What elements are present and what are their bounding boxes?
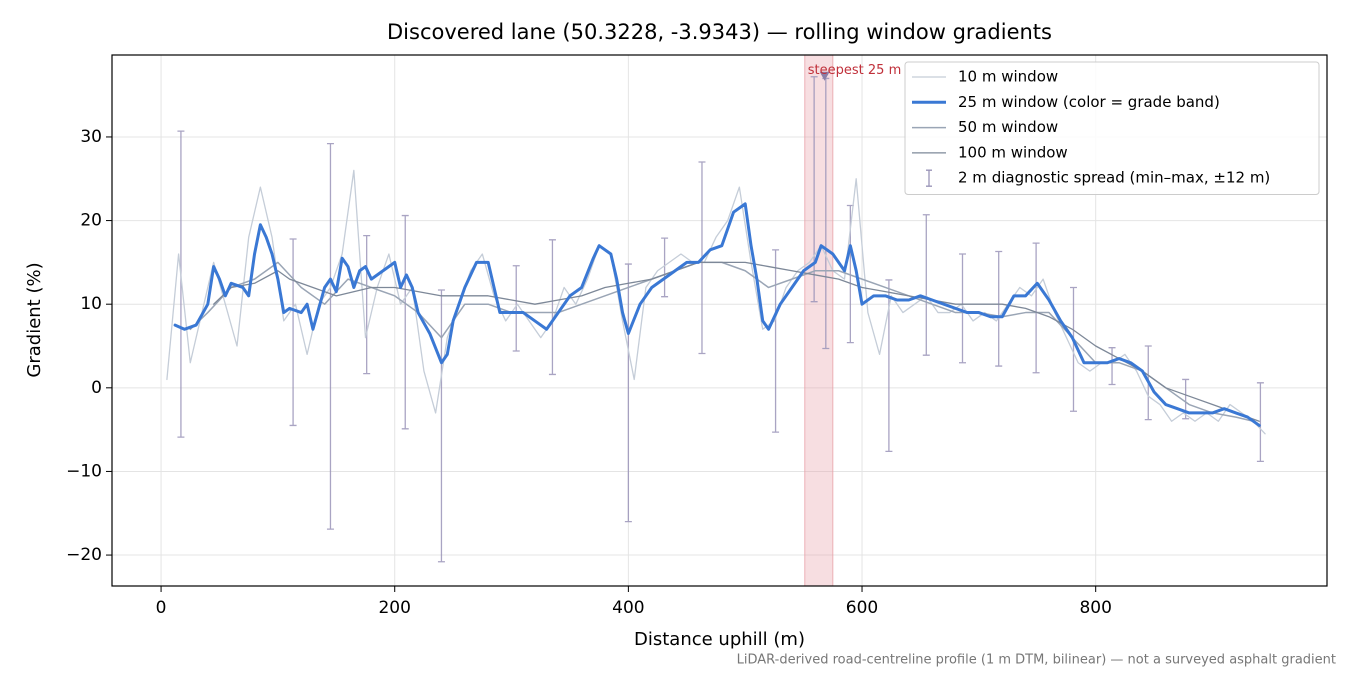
error-bar: [326, 142, 334, 530]
y-tick-label: 30: [80, 127, 102, 147]
legend-label: 50 m window: [958, 118, 1058, 136]
error-bar: [512, 265, 520, 352]
annotation-marker: [819, 71, 830, 81]
error-bar: [177, 130, 185, 438]
legend-label: 25 m window (color = grade band): [958, 93, 1220, 111]
y-tick-label: 20: [80, 211, 102, 231]
error-bar: [661, 237, 669, 298]
x-tick-label: 200: [378, 598, 410, 618]
legend-label: 2 m diagnostic spread (min–max, ±12 m): [958, 169, 1270, 187]
y-tick-label: −10: [66, 461, 102, 481]
legend-label: 10 m window: [958, 68, 1058, 86]
legend-label: 100 m window: [958, 143, 1068, 161]
plot-area: [166, 55, 1266, 586]
error-bar: [401, 214, 409, 430]
x-tick-label: 400: [612, 598, 644, 618]
error-bar: [289, 238, 297, 427]
error-bar: [1032, 242, 1040, 374]
y-tick-label: 0: [91, 378, 102, 398]
annotation-text: steepest 25 m: [808, 63, 901, 78]
axes-frame: [111, 54, 1328, 587]
error-bar: [772, 249, 780, 433]
legend-swatch: [926, 169, 932, 187]
axes: 0 200 400 600 800 −20 −10 0 10 20 30: [66, 127, 1112, 618]
error-bar: [1256, 382, 1264, 463]
footnote: LiDAR-derived road-centreline profile (1…: [737, 653, 1336, 668]
legend-box: [904, 61, 1320, 195]
error-bar: [548, 239, 556, 376]
error-bar: [995, 250, 1003, 367]
y-tick-label: 10: [80, 294, 102, 314]
error-bar: [1108, 347, 1116, 386]
error-bar: [922, 214, 930, 356]
chart-title: Discovered lane (50.3228, -3.9343) — rol…: [387, 20, 1052, 44]
series-line: [173, 202, 1261, 427]
highlight-span: [804, 55, 834, 586]
legend: 10 m window 25 m window (color = grade ba…: [904, 61, 1320, 195]
y-tick-label: −20: [66, 545, 102, 565]
error-bar: [959, 253, 966, 364]
error-bar: [437, 289, 445, 563]
error-bar: [624, 263, 632, 523]
series-line: [166, 169, 1266, 435]
x-tick-label: 600: [846, 598, 878, 618]
x-axis-label: Distance uphill (m): [634, 629, 805, 650]
series-line: [212, 261, 1260, 422]
x-tick-label: 800: [1079, 598, 1111, 618]
x-tick-label: 0: [156, 598, 167, 618]
y-axis-label: Gradient (%): [24, 262, 45, 377]
error-bar: [363, 234, 371, 375]
error-bar: [1069, 286, 1077, 412]
